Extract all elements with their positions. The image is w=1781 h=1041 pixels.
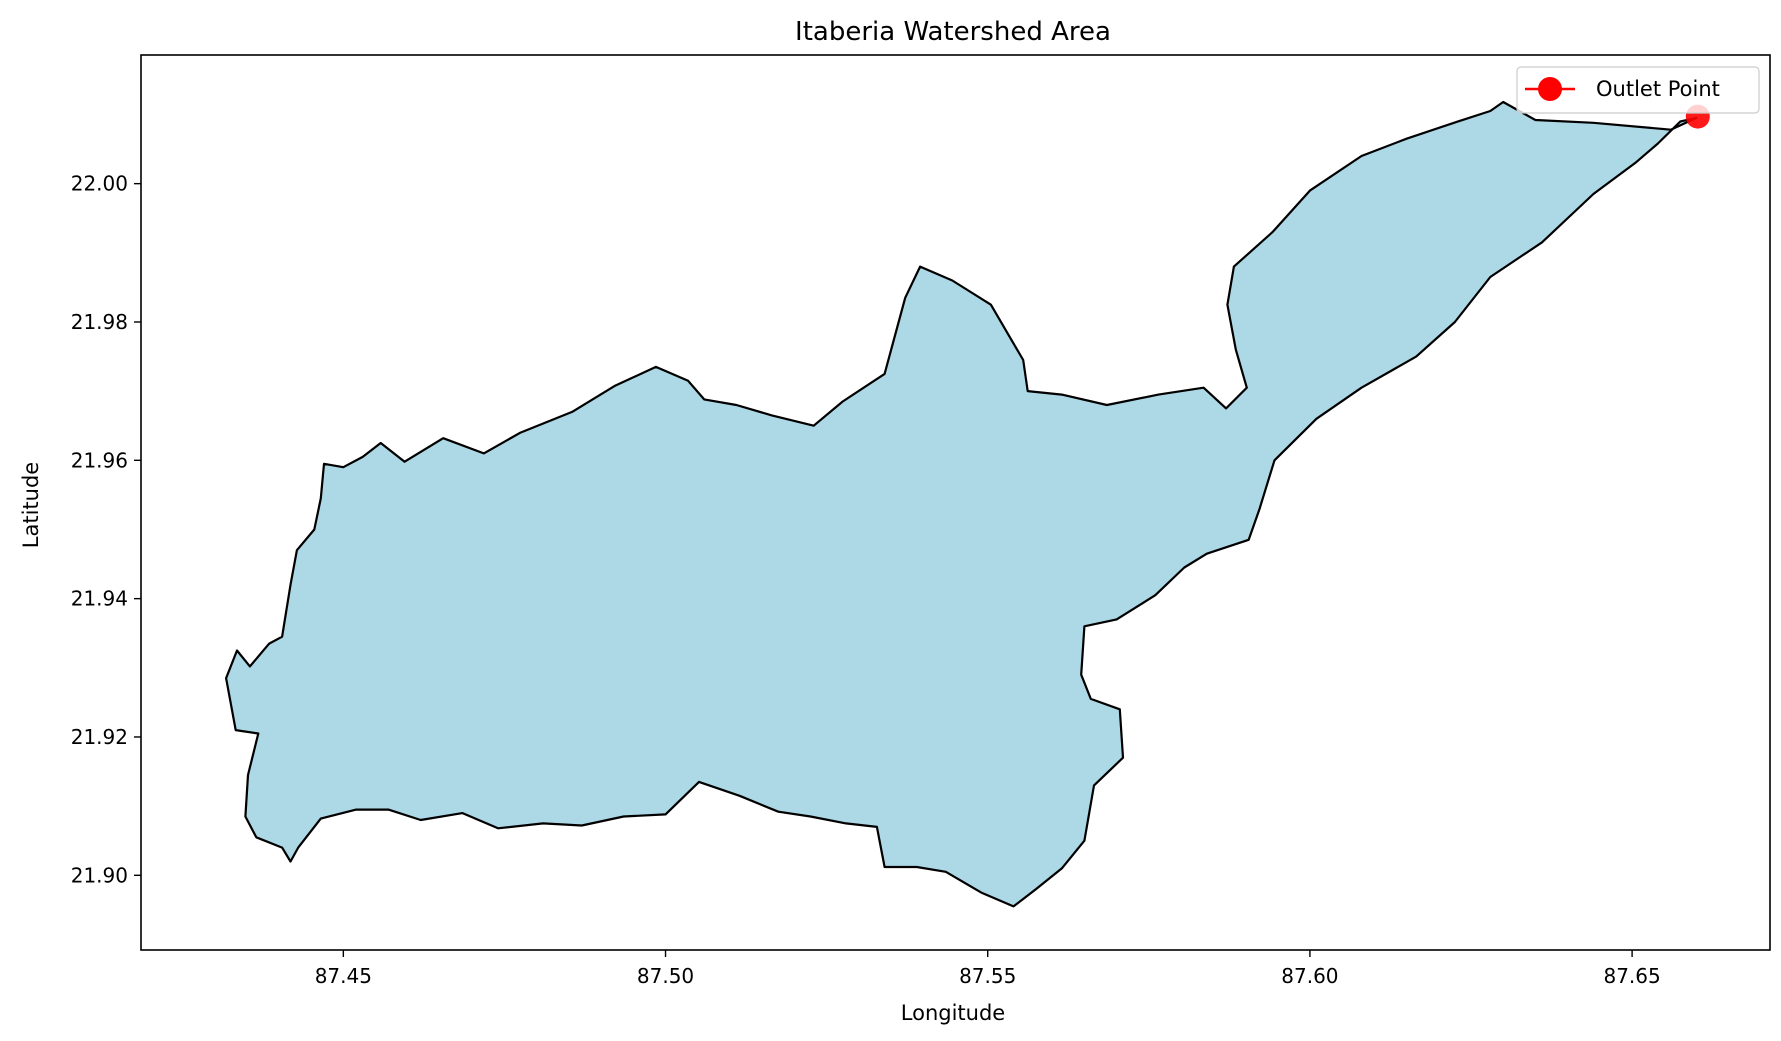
y-axis-ticks: 21.90 21.92 21.94 21.96 21.98 22.00 (71, 172, 141, 887)
legend-marker (1538, 77, 1562, 101)
x-axis-label: Longitude (901, 1001, 1005, 1025)
x-tick-label: 87.55 (959, 964, 1016, 988)
y-tick-label: 21.90 (71, 863, 128, 887)
legend-label-outlet-point: Outlet Point (1596, 77, 1720, 101)
x-tick-label: 87.65 (1603, 964, 1660, 988)
y-tick-label: 21.96 (71, 448, 128, 472)
y-tick-label: 22.00 (71, 172, 128, 196)
y-tick-label: 21.98 (71, 310, 128, 334)
x-axis-ticks: 87.45 87.50 87.55 87.60 87.65 (315, 950, 1661, 988)
y-axis-label: Latitude (19, 462, 43, 548)
x-tick-label: 87.50 (637, 964, 694, 988)
x-tick-label: 87.45 (315, 964, 372, 988)
legend-box (1516, 66, 1760, 114)
chart-title: Itaberia Watershed Area (795, 17, 1111, 47)
x-tick-label: 87.60 (1281, 964, 1338, 988)
y-tick-label: 21.92 (71, 725, 128, 749)
axes-frame (140, 54, 1771, 951)
watershed-polygon (225, 100, 1698, 908)
y-tick-label: 21.94 (71, 587, 128, 611)
legend: Outlet Point (1516, 66, 1760, 114)
